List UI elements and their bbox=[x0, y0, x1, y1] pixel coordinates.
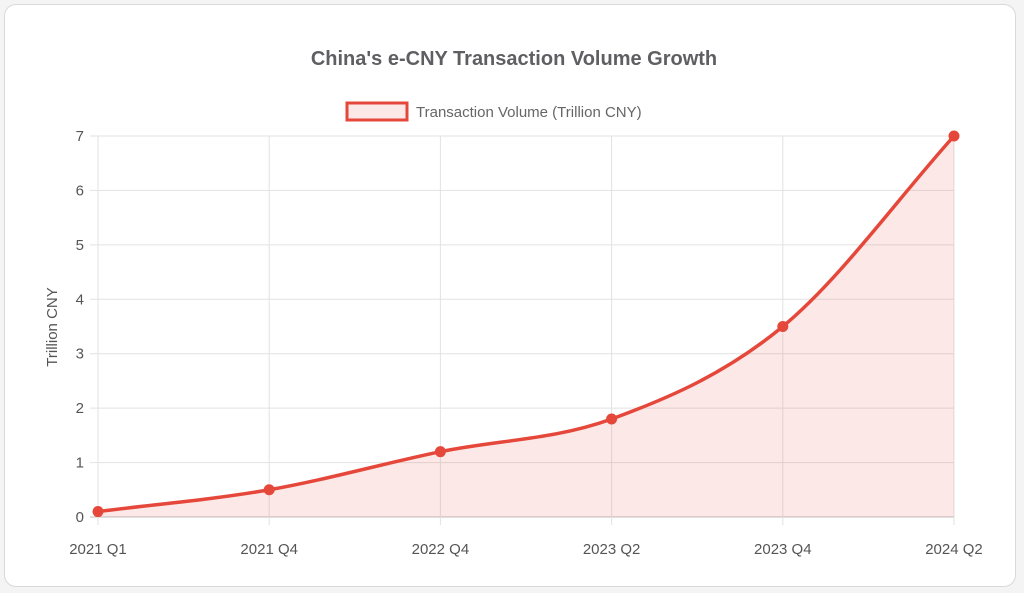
chart-title: China's e-CNY Transaction Volume Growth bbox=[311, 48, 717, 70]
x-tick-label: 2024 Q2 bbox=[925, 541, 983, 558]
data-point[interactable] bbox=[948, 130, 960, 142]
x-axis-ticks: 2021 Q1 2021 Q4 2022 Q4 2023 Q2 2023 Q4 2024 … bbox=[69, 541, 983, 558]
data-point[interactable] bbox=[777, 321, 789, 332]
data-point[interactable] bbox=[92, 506, 104, 518]
series-path bbox=[96, 134, 956, 514]
x-tick-label: 2021 Q4 bbox=[240, 541, 298, 558]
x-tick-label: 2021 Q1 bbox=[69, 541, 127, 558]
x-tick-label: 2023 Q2 bbox=[583, 541, 641, 558]
y-axis-title: Trillion CNY bbox=[44, 287, 61, 366]
x-tick-label: 2023 Q4 bbox=[754, 541, 812, 558]
x-tick-label: 2022 Q4 bbox=[412, 541, 470, 558]
y-axis-ticks: 0 1 2 3 4 5 6 7 bbox=[76, 128, 84, 526]
legend-swatch bbox=[345, 101, 409, 122]
y-tick-label: 5 bbox=[76, 237, 84, 254]
data-point[interactable] bbox=[606, 413, 618, 425]
legend[interactable]: Transaction Volume (Trillion CNY) bbox=[345, 101, 642, 122]
data-points bbox=[92, 130, 960, 518]
data-point[interactable] bbox=[434, 446, 446, 458]
y-tick-label: 1 bbox=[76, 455, 84, 472]
y-tick-label: 0 bbox=[76, 509, 84, 526]
grid bbox=[90, 135, 955, 525]
y-tick-label: 3 bbox=[76, 346, 84, 363]
chart-card bbox=[4, 4, 1016, 587]
y-tick-label: 6 bbox=[76, 182, 84, 199]
y-tick-label: 4 bbox=[76, 291, 84, 308]
y-tick-label: 2 bbox=[76, 400, 84, 417]
series-line bbox=[96, 134, 956, 514]
series-area bbox=[98, 136, 954, 517]
area-fill bbox=[98, 136, 954, 517]
data-point[interactable] bbox=[263, 484, 275, 496]
y-tick-label: 7 bbox=[76, 128, 84, 145]
legend-label: Transaction Volume (Trillion CNY) bbox=[416, 104, 642, 121]
